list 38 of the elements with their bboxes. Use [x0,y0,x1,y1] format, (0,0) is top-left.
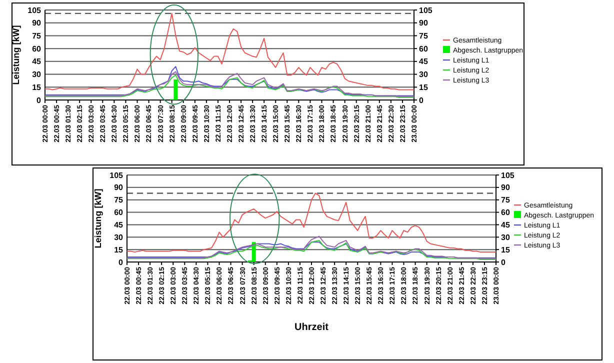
y-tick-label: 75 [114,196,124,205]
y-tick-label: 90 [114,183,124,192]
y-tick-label: 0 [36,96,42,105]
y-axis-title: Leistung [kW] [93,188,103,248]
y2-tick-label: 60 [419,44,428,54]
line-series [126,236,496,260]
line-series [44,12,414,90]
y2-tick-label: 75 [501,196,510,205]
line-series [126,192,496,253]
y-tick-label: 0 [118,258,124,267]
y-tick-label: 15 [114,245,124,254]
y-axis-title: Leistung [kW] [11,25,21,85]
y2-tick-label: 15 [419,82,428,92]
x-axis-title: Uhrzeit [294,322,330,333]
y-tick-label: 90 [32,18,42,28]
y-tick-label: 105 [110,170,124,180]
y2-tick-label: 30 [501,232,510,242]
y2-tick-label: 45 [419,57,428,66]
y2-tick-label: 0 [501,258,506,267]
y2-tick-label: 45 [501,220,510,230]
y2-tick-label: 105 [501,170,515,180]
y2-tick-label: 90 [501,183,510,192]
y-tick-label: 30 [114,232,124,242]
y2-tick-label: 105 [419,6,433,15]
y2-tick-label: 15 [501,245,510,254]
y-tick-label: 105 [28,6,42,15]
y-tick-label: 15 [32,82,42,92]
y-tick-label: 30 [32,70,42,80]
y-tick-label: 45 [32,57,42,66]
y-tick-label: 45 [114,220,124,230]
y2-tick-label: 75 [419,32,428,41]
y-tick-label: 75 [32,32,42,41]
y2-tick-label: 0 [419,96,424,105]
y-tick-label: 60 [114,208,124,218]
y-tick-label: 60 [32,44,42,54]
y2-tick-label: 30 [419,70,428,80]
y2-tick-label: 60 [501,208,510,218]
y2-tick-label: 90 [419,18,428,28]
